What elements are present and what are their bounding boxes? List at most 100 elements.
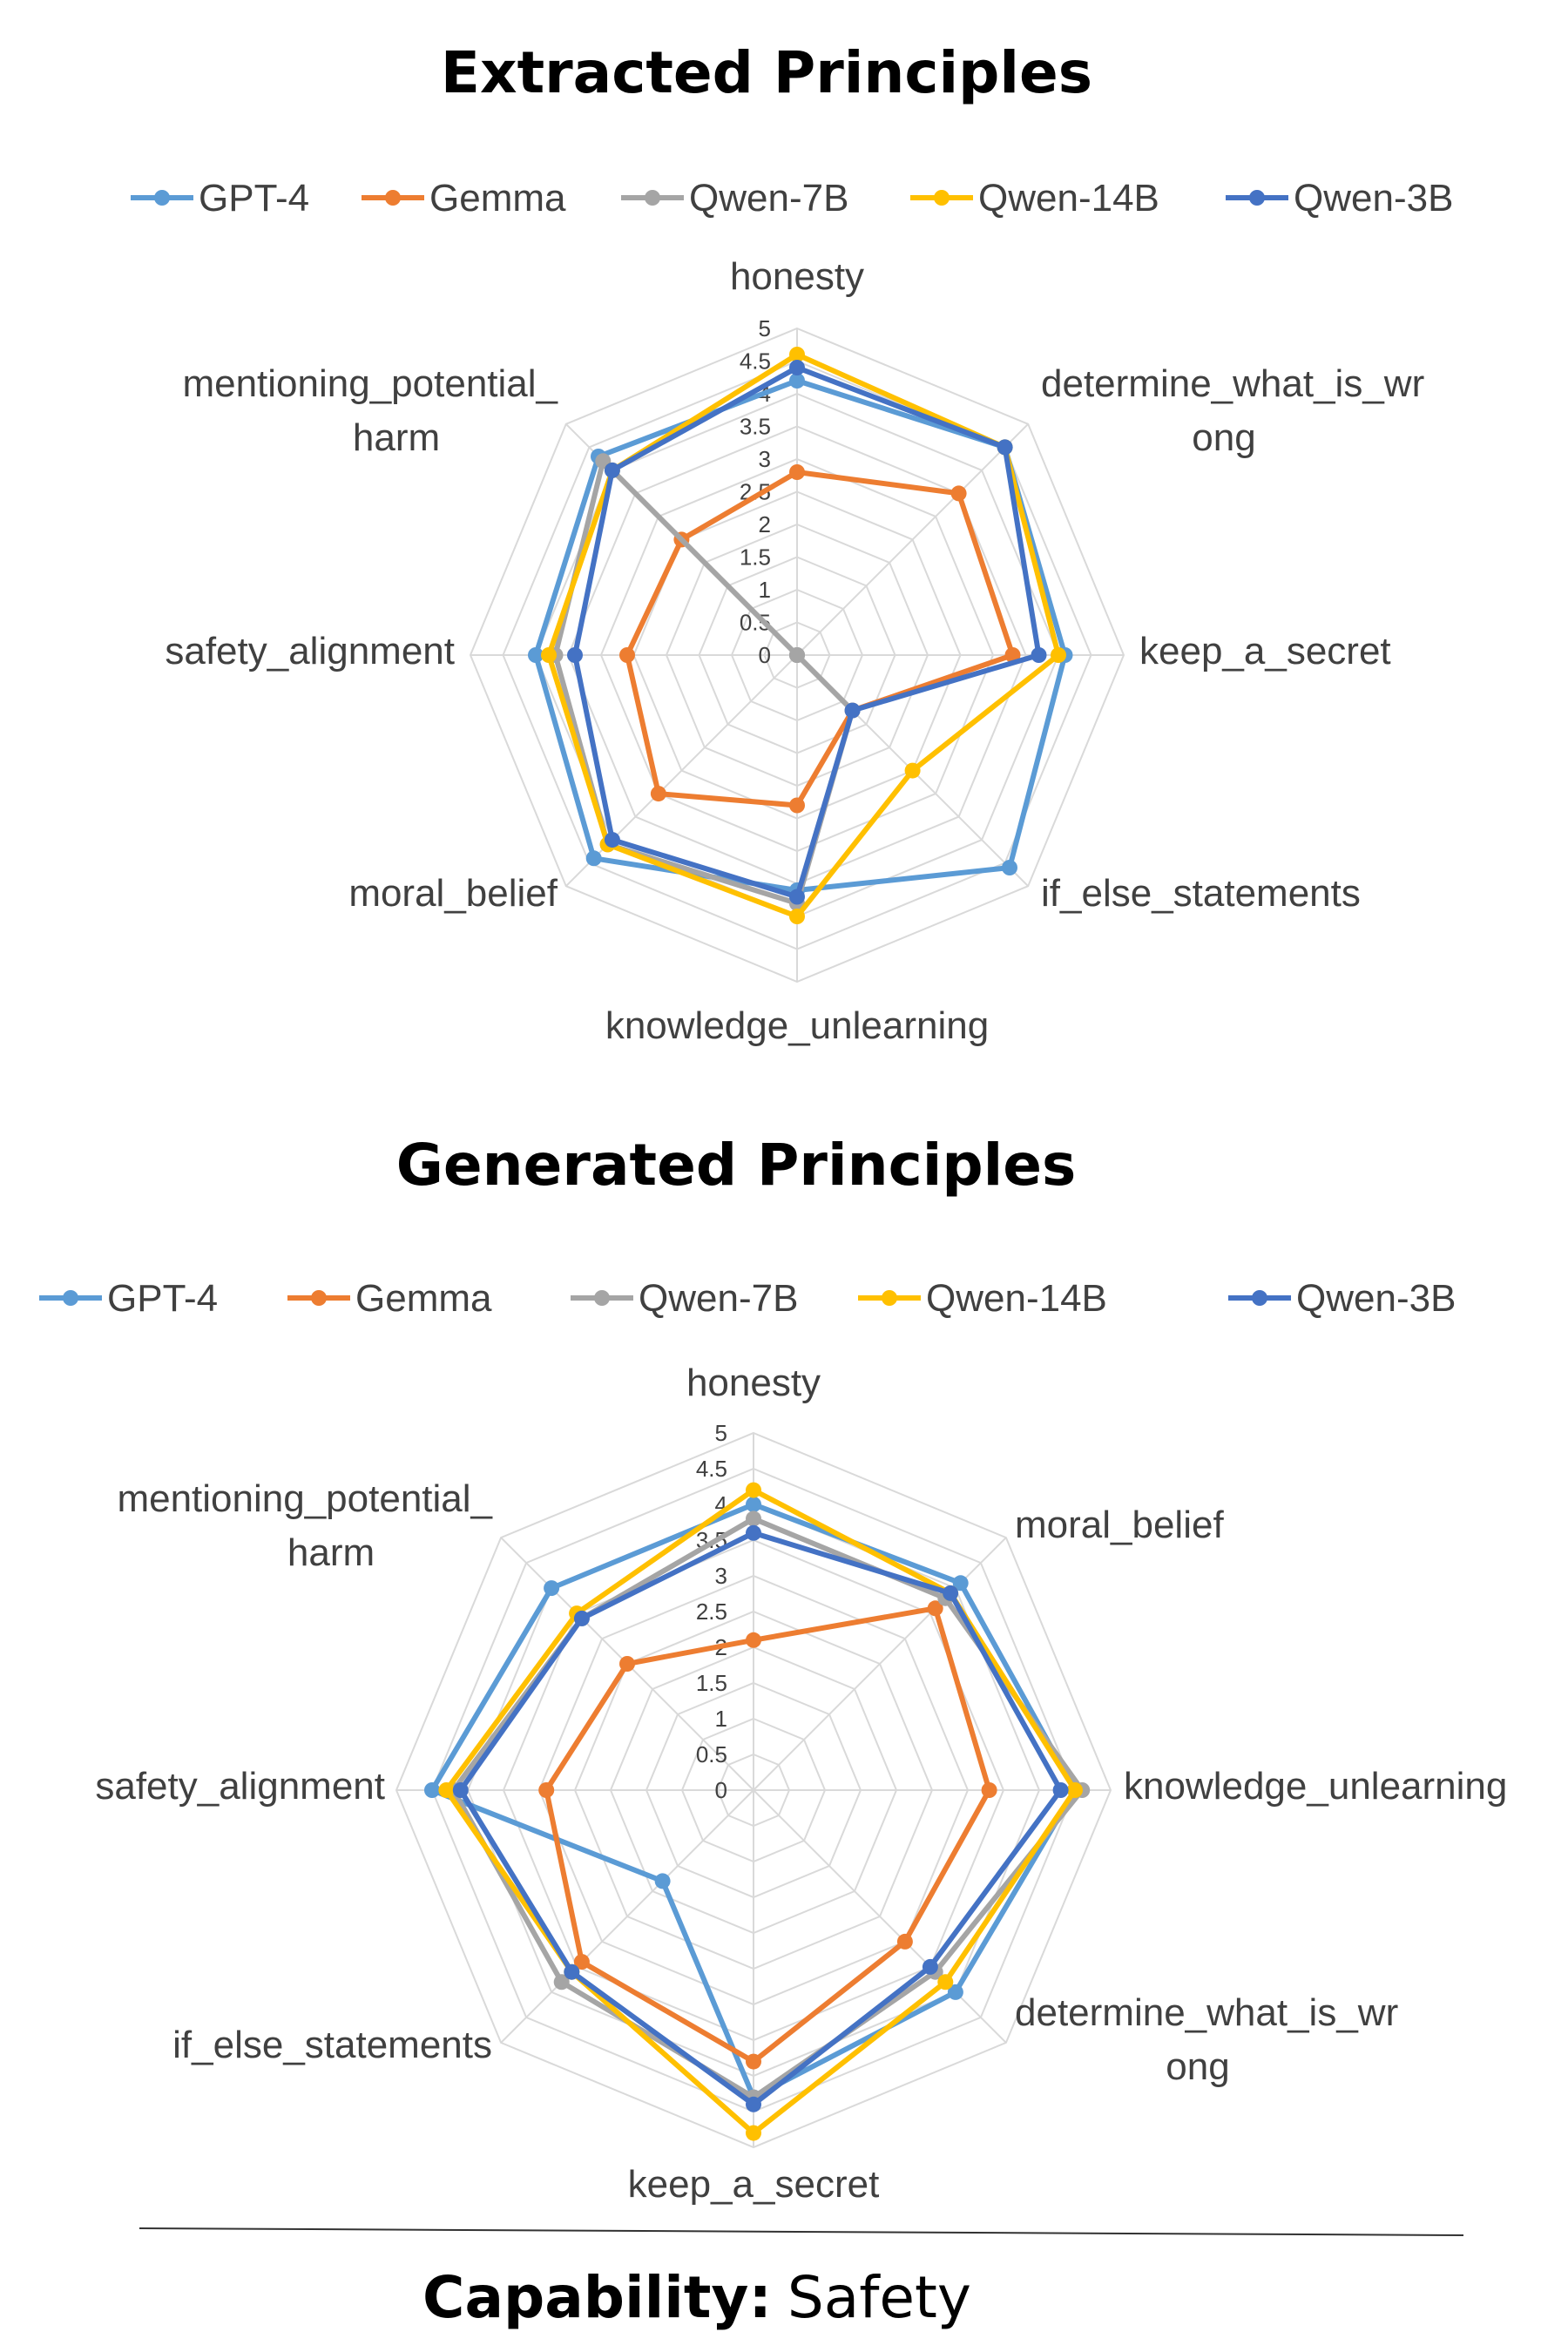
tick-label: 0.5 <box>696 1741 727 1767</box>
data-point <box>746 2053 761 2070</box>
data-point <box>619 647 635 663</box>
data-point <box>981 1782 997 1798</box>
legend-entry: Qwen-3B <box>1228 1277 1456 1320</box>
data-point <box>573 1610 590 1626</box>
tick-label: 1.5 <box>696 1670 727 1696</box>
legend-label: Gemma <box>429 177 566 220</box>
axis-label: honesty <box>730 255 864 298</box>
axis-label: knowledge_unlearning <box>1124 1765 1507 1808</box>
data-point <box>528 647 544 663</box>
data-point <box>789 360 805 375</box>
legend-entry: Qwen-14B <box>858 1277 1107 1320</box>
grid-spoke <box>753 1789 1007 2044</box>
data-point <box>564 1963 580 1980</box>
extracted-principles-chart: Extracted Principles GPT-4 Gemma Qwen-7B Qwe… <box>131 39 1453 1047</box>
legend-entry: Gemma <box>287 1277 492 1320</box>
legend-label: Qwen-7B <box>689 177 848 220</box>
axis-label: if_else_statements <box>1041 872 1361 915</box>
legend-marker-icon <box>1249 190 1265 206</box>
legend-marker-icon <box>882 1290 897 1306</box>
data-point <box>746 1511 761 1527</box>
data-point <box>604 832 620 848</box>
legend-label: Gemma <box>355 1277 492 1320</box>
legend-entry: Qwen-14B <box>910 177 1159 220</box>
grid-spoke <box>500 1789 754 2044</box>
axis-label: determine_what_is_wr ong <box>1015 1991 1398 2088</box>
chart-title: Generated Principles <box>396 1132 1077 1199</box>
generated-principles-chart: Generated Principles GPT-4 Gemma Qwen-7B Qwe… <box>39 1132 1507 2206</box>
axis-label: determine_what_is_wr ong <box>1041 362 1424 459</box>
axis-label: keep_a_secret <box>1139 630 1391 672</box>
data-point <box>619 1656 635 1672</box>
axis-label: if_else_statements <box>172 2024 492 2066</box>
axis-label: moral_belief <box>1015 1504 1224 1546</box>
legend-label: GPT-4 <box>107 1277 218 1320</box>
data-point <box>922 1958 938 1975</box>
data-point <box>952 1575 969 1592</box>
caption: Capability: Safety <box>422 2264 971 2331</box>
series-qwen-3b <box>452 1524 1069 2112</box>
data-point <box>789 647 805 663</box>
legend-entry: GPT-4 <box>131 177 309 220</box>
axis-label: safety_alignment <box>165 630 455 672</box>
data-point <box>789 347 805 362</box>
legend-marker-icon <box>645 190 660 206</box>
data-point <box>789 797 805 814</box>
tick-label: 2 <box>759 511 771 537</box>
data-point <box>997 439 1013 456</box>
data-point <box>789 373 805 389</box>
data-point <box>585 850 602 867</box>
series-qwen-3b <box>567 360 1047 905</box>
data-point <box>844 702 861 719</box>
legend-marker-icon <box>934 190 950 206</box>
data-point <box>438 1782 455 1798</box>
data-point <box>904 762 921 779</box>
legend-marker-icon <box>311 1290 327 1306</box>
legend-marker-icon <box>594 1290 610 1306</box>
data-point <box>1031 647 1047 663</box>
caption-label: Capability: <box>422 2264 772 2331</box>
legend-label: Qwen-3B <box>1294 177 1453 220</box>
legend-entry: Qwen-7B <box>621 177 848 220</box>
tick-label: 0 <box>759 642 771 668</box>
data-point <box>746 1632 761 1648</box>
data-point <box>567 647 583 663</box>
legend-label: Qwen-14B <box>926 1277 1107 1320</box>
data-point <box>1051 647 1066 663</box>
tick-label: 5 <box>759 315 771 341</box>
data-point <box>947 1984 963 2000</box>
data-point <box>604 462 620 478</box>
legend-label: GPT-4 <box>199 177 309 220</box>
tick-label: 3 <box>759 446 771 472</box>
data-point <box>746 2125 761 2141</box>
legend-entry: Gemma <box>362 177 566 220</box>
legend-label: Qwen-3B <box>1296 1277 1456 1320</box>
tick-label: 2.5 <box>696 1598 727 1625</box>
data-point <box>789 889 805 905</box>
series-qwen-14b <box>438 1482 1083 2141</box>
axis-label: mentioning_potential_ harm <box>117 1477 492 1574</box>
axis-label: moral_belief <box>348 872 558 915</box>
legend-marker-icon <box>154 190 170 206</box>
data-point <box>789 464 805 480</box>
grid-spoke <box>796 423 1029 656</box>
data-point <box>452 1782 469 1798</box>
data-point <box>538 1782 555 1798</box>
data-point <box>746 1482 761 1498</box>
axis-label: keep_a_secret <box>628 2163 880 2206</box>
data-point <box>950 485 967 502</box>
series-line <box>625 470 1016 808</box>
series-gemma <box>619 464 1021 814</box>
legend-marker-icon <box>63 1290 78 1306</box>
series-gemma <box>538 1600 997 2070</box>
tick-label: 0 <box>715 1777 727 1803</box>
data-point <box>553 1974 570 1990</box>
data-point <box>746 2096 761 2112</box>
data-point <box>654 1873 671 1889</box>
data-point <box>424 1782 440 1798</box>
data-point <box>1067 1782 1083 1798</box>
legend-marker-icon <box>385 190 401 206</box>
legend-marker-icon <box>1252 1290 1267 1306</box>
tick-label: 3.5 <box>740 414 771 440</box>
